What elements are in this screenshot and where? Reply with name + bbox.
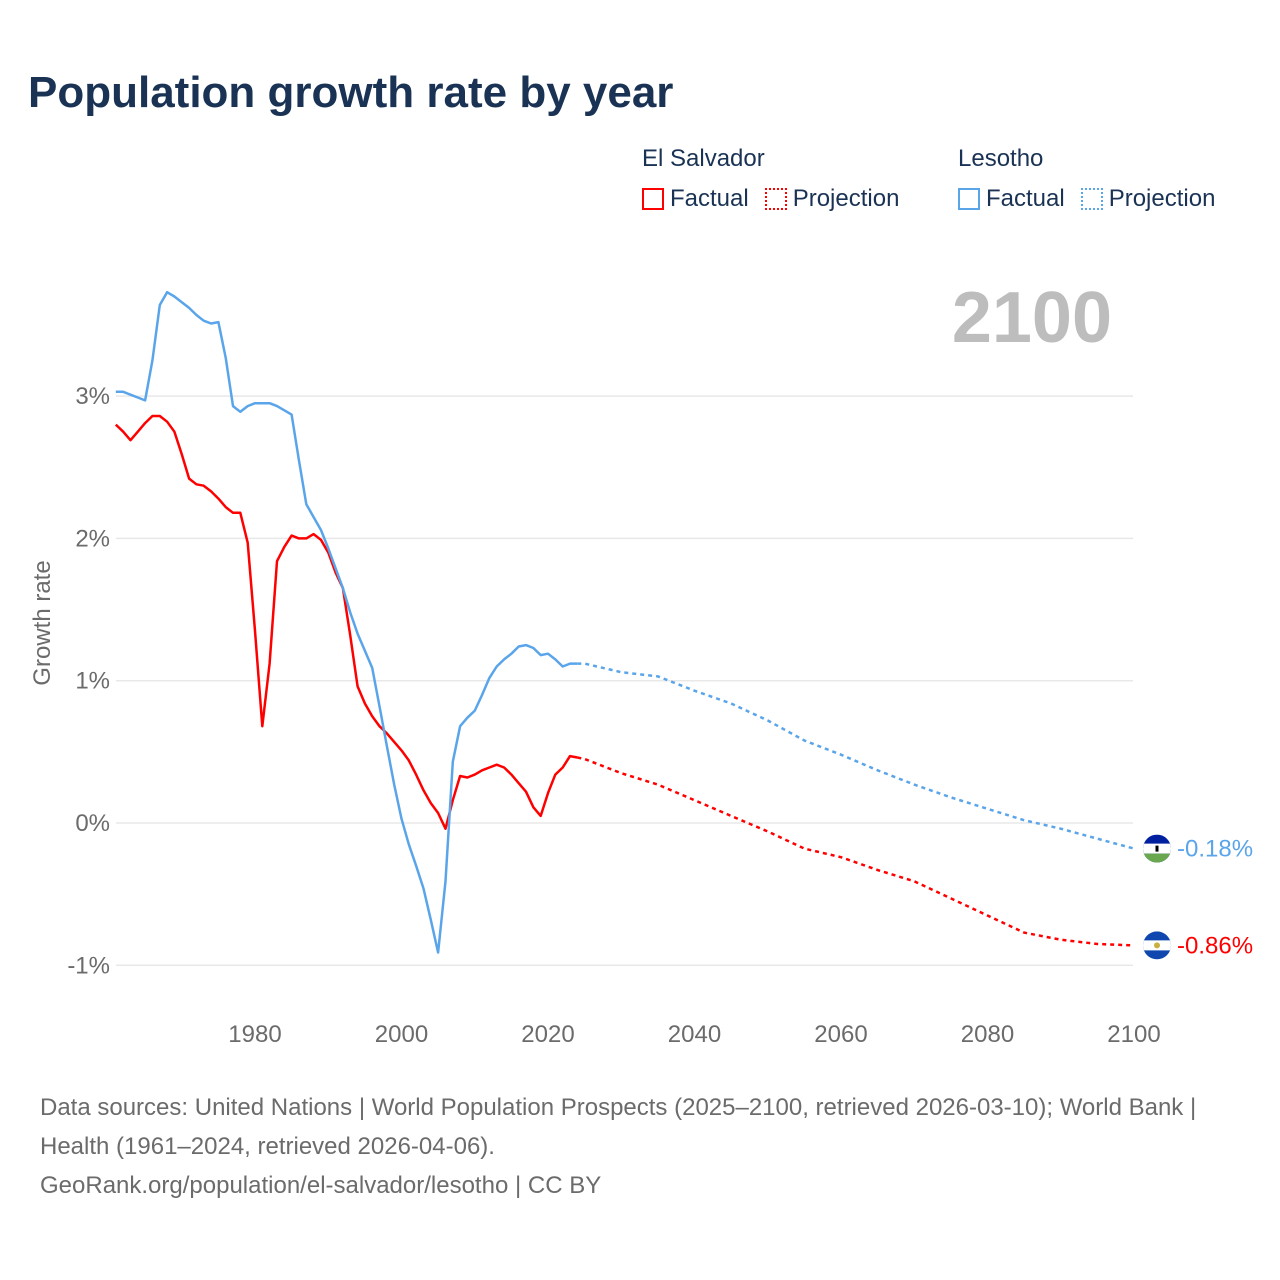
footer: Data sources: United Nations | World Pop… [40, 1088, 1240, 1205]
x-tick-label: 2020 [521, 1021, 574, 1048]
legend-el-salvador-factual[interactable]: Factual [642, 185, 749, 213]
legend-lesotho-projection[interactable]: Projection [1080, 185, 1216, 213]
x-tick-label: 2060 [814, 1021, 867, 1048]
dotted-swatch-icon [764, 188, 787, 210]
legend-label: Projection [1108, 185, 1216, 212]
series-line-projection-el-salvador [577, 756, 1135, 947]
source-link[interactable]: GeoRank.org/population/el-salvador/lesot… [40, 1172, 602, 1199]
legend-label: Factual [670, 185, 749, 212]
legend-label: Projection [792, 185, 900, 212]
line-chart: 2100 -1% 0% 1% 2% 3% 1980 2000 2020 2040 2060 2080… [29, 278, 1253, 1048]
solid-swatch-icon [958, 188, 980, 210]
series-line-projection-lesotho [577, 662, 1135, 850]
legend-el-salvador-projection[interactable]: Projection [764, 185, 900, 213]
y-tick-label: 0% [75, 810, 110, 837]
el-salvador-flag-icon [1143, 931, 1171, 960]
x-tick-label: 2000 [375, 1021, 428, 1048]
data-sources: Data sources: United Nations | World Pop… [40, 1094, 1197, 1160]
legend-label: Factual [986, 185, 1065, 212]
series-line-factual-el-salvador [114, 414, 578, 830]
legend-lesotho: Lesotho Factual Projection [958, 145, 1215, 213]
y-tick-label: 2% [75, 525, 110, 552]
solid-swatch-icon [642, 188, 664, 210]
x-tick-label: 2100 [1107, 1021, 1160, 1048]
end-value-label: -0.18% [1177, 836, 1253, 863]
x-tick-label: 2040 [668, 1021, 721, 1048]
year-display: 2100 [952, 278, 1112, 358]
legend-lesotho-factual[interactable]: Factual [958, 185, 1065, 213]
legend-el-salvador: El Salvador Factual Projection [642, 145, 899, 213]
lesotho-flag-icon [1143, 834, 1171, 863]
x-tick-label: 2080 [961, 1021, 1014, 1048]
y-tick-label: -1% [67, 952, 110, 979]
page-title: Population growth rate by year [28, 68, 674, 117]
legend-group-name: Lesotho [958, 145, 1044, 172]
y-tick-label: 1% [75, 668, 110, 695]
legend-group-name: El Salvador [642, 145, 765, 172]
end-value-label: -0.86% [1177, 932, 1253, 959]
series-line-factual-lesotho [115, 290, 578, 954]
x-tick-label: 1980 [228, 1021, 281, 1048]
y-axis-label: Growth rate [29, 560, 56, 685]
dotted-swatch-icon [1080, 188, 1103, 210]
y-tick-label: 3% [75, 383, 110, 410]
